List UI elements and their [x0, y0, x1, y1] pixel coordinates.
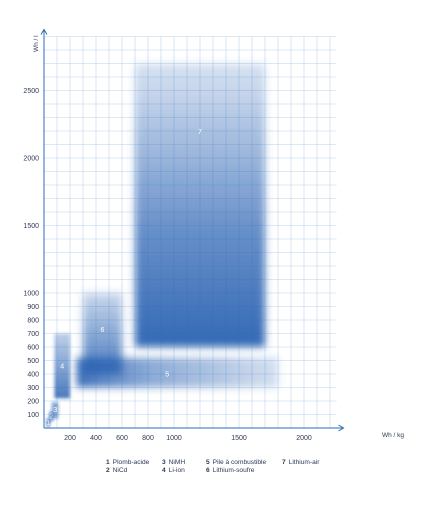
legend-item-5: 5 Pile à combustible — [206, 459, 267, 466]
zone-label-5: 5 — [165, 372, 169, 379]
zone-2 — [49, 411, 54, 422]
y-axis-label: Wh / l — [33, 35, 40, 52]
zone-1 — [46, 418, 50, 427]
y-tick-label: 100 — [27, 412, 39, 419]
legend-item-2: 2 NiCd — [106, 467, 128, 474]
zone-label-1: 1 — [46, 420, 50, 427]
legend-item-4: 4 Li-ion — [162, 467, 185, 474]
x-axis-label: Wh / kg — [382, 432, 404, 439]
x-tick-label: 1000 — [166, 435, 182, 442]
zone-4 — [54, 333, 70, 399]
y-axis-arrow — [40, 28, 48, 35]
y-tick-label: 600 — [27, 345, 39, 352]
y-tick-label: 1500 — [23, 223, 39, 230]
tick-labels: 200 400 600 800 1000 1500 2000 100 200 300 400 500 6… — [23, 88, 311, 442]
x-tick-label: 2000 — [296, 435, 312, 442]
x-tick-label: 800 — [142, 435, 154, 442]
y-tick-label: 400 — [27, 372, 39, 379]
zone-7 — [135, 63, 265, 347]
x-tick-label: 600 — [116, 435, 128, 442]
y-tick-label: 900 — [27, 304, 39, 311]
y-tick-label: 1000 — [23, 291, 39, 298]
y-tick-label: 800 — [27, 318, 39, 325]
x-axis-arrow — [338, 424, 345, 432]
legend-item-6: 6 Lithium-soufre — [206, 467, 255, 474]
x-tick-label: 1500 — [231, 435, 247, 442]
zone-label-4: 4 — [60, 363, 64, 370]
zone-label-7: 7 — [198, 129, 202, 136]
legend-item-3: 3 NiMH — [162, 459, 186, 466]
x-tick-label: 200 — [64, 435, 76, 442]
legend: 1 Plomb-acide 2 NiCd 3 NiMH 4 Li-ion 5 Pile à… — [106, 459, 346, 481]
y-tick-label: 300 — [27, 385, 39, 392]
y-tick-label: 200 — [27, 399, 39, 406]
y-tick-label: 2500 — [23, 88, 39, 95]
zone-6 — [83, 293, 122, 374]
legend-item-1: 1 Plomb-acide — [106, 459, 150, 466]
zone-label-2: 2 — [49, 414, 53, 421]
zones: 123 4 5 6 7 — [46, 63, 278, 427]
legend-item-7: 7 Lithium-air — [282, 459, 320, 466]
y-tick-label: 500 — [27, 358, 39, 365]
zone-label-6: 6 — [101, 327, 105, 334]
y-tick-label: 700 — [27, 331, 39, 338]
x-tick-label: 400 — [90, 435, 102, 442]
zone-3 — [51, 402, 59, 419]
y-tick-label: 2000 — [23, 156, 39, 163]
zone-label-3: 3 — [53, 407, 57, 414]
axes — [40, 28, 345, 432]
